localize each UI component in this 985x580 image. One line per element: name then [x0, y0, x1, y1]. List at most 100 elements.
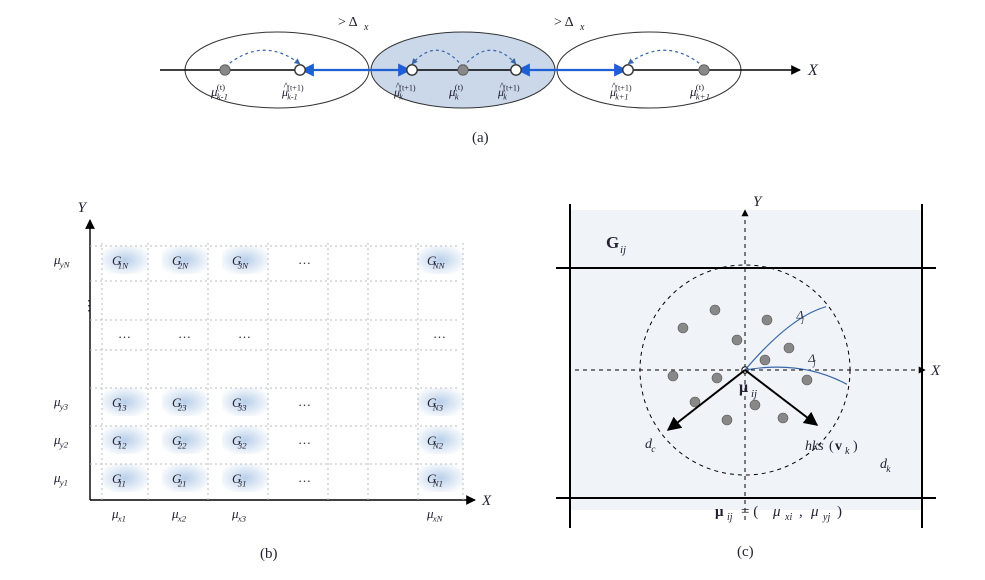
svg-text:y1: y1	[59, 478, 68, 488]
svg-text:3N: 3N	[237, 261, 249, 271]
open-dot-2	[511, 65, 521, 75]
svg-text:22: 22	[178, 441, 187, 451]
svg-text:(t+1): (t+1)	[287, 84, 304, 93]
vdots-y: ⋮	[82, 299, 96, 314]
svg-text:(t+1): (t+1)	[503, 84, 520, 93]
axis-x-label-a: X	[807, 62, 819, 79]
svg-text:k: k	[845, 446, 850, 457]
svg-text:x: x	[579, 22, 585, 33]
svg-text:k+1: k+1	[696, 92, 710, 102]
svg-text:(t): (t)	[455, 82, 463, 92]
svg-text:xi: xi	[784, 512, 792, 523]
ylab-3: μyN	[53, 252, 71, 270]
svg-text:hks: hks	[805, 439, 824, 454]
svg-text:33: 33	[237, 403, 247, 413]
delta-label-c-1: Δj	[807, 351, 816, 367]
svg-text:): )	[853, 439, 858, 454]
svg-text:11: 11	[118, 479, 126, 489]
svg-text:> Δ: > Δ	[338, 15, 358, 30]
svg-text:y2: y2	[59, 440, 69, 450]
svg-text:yN: yN	[59, 260, 71, 270]
svg-text:k: k	[503, 92, 507, 101]
svg-text:x2: x2	[177, 514, 187, 524]
scatter-0	[678, 323, 688, 333]
svg-text:(t+1): (t+1)	[399, 84, 416, 93]
ylab-0: μy1	[53, 470, 68, 488]
svg-text:32: 32	[237, 441, 247, 451]
scatter-11	[712, 373, 722, 383]
svg-text:μ: μ	[772, 504, 781, 520]
dashed-arc-0	[225, 50, 300, 67]
axis-y-label-c: Y	[753, 194, 763, 210]
open-dot-0	[295, 65, 305, 75]
svg-text:N1: N1	[432, 479, 443, 489]
svg-text:2N: 2N	[178, 261, 189, 271]
svg-text:μ: μ	[739, 379, 748, 396]
panel-label-b: (b)	[260, 546, 278, 562]
delta-label-1: > Δ x	[554, 15, 585, 33]
svg-text:xN: xN	[432, 514, 444, 524]
ellipsis-0: …	[298, 470, 311, 485]
scatter-2	[732, 335, 742, 345]
svg-text:ij: ij	[620, 244, 626, 256]
svg-text:(t): (t)	[696, 82, 704, 92]
open-dot-1	[407, 65, 417, 75]
xlab-2: μx3	[231, 506, 247, 524]
panel-label-c: (c)	[737, 544, 754, 560]
ellipsis-6: …	[238, 326, 251, 341]
svg-text:μ: μ	[715, 504, 724, 520]
svg-text:(: (	[829, 439, 834, 454]
svg-text:> Δ: > Δ	[554, 15, 574, 30]
svg-text:13: 13	[118, 403, 127, 413]
muhat-label-3: μ^k+1(t+1)	[609, 80, 632, 101]
dashed-arc-3	[628, 50, 704, 67]
svg-text:yj: yj	[822, 512, 830, 523]
xlab-0: μx1	[111, 506, 126, 524]
mu-label-0: μk-1(t)	[210, 82, 228, 101]
svg-text:x3: x3	[237, 514, 247, 524]
solid-dot-1	[458, 65, 468, 75]
svg-text:y3: y3	[59, 402, 69, 412]
scatter-6	[668, 371, 678, 381]
svg-text:N2: N2	[432, 441, 444, 451]
svg-text:k: k	[399, 92, 403, 101]
ylab-1: μy2	[53, 432, 69, 450]
svg-text:): )	[837, 504, 842, 520]
scatter-4	[784, 343, 794, 353]
svg-text:ij: ij	[751, 388, 757, 400]
svg-text:12: 12	[118, 441, 127, 451]
svg-text:k-1: k-1	[217, 92, 228, 102]
ellipsis-1: …	[298, 432, 311, 447]
svg-text:x: x	[363, 22, 369, 33]
figure-svg: X> Δx> Δxμk-1(t)μk(t)μk+1(t)μ^k-1(t+1)μ^…	[0, 0, 985, 580]
scatter-5	[802, 375, 812, 385]
panel-label-a: (a)	[472, 130, 489, 146]
mu-label-2: μk+1(t)	[689, 82, 710, 101]
open-dot-3	[623, 65, 633, 75]
axis-x-label-c: X	[930, 363, 941, 379]
svg-text:x1: x1	[117, 514, 126, 524]
svg-text:ij: ij	[727, 512, 733, 523]
svg-text:31: 31	[237, 479, 247, 489]
scatter-10	[778, 413, 788, 423]
svg-text:(t): (t)	[217, 82, 225, 92]
svg-text:NN: NN	[432, 261, 446, 271]
svg-text:N3: N3	[432, 403, 444, 413]
svg-text:= (: = (	[741, 504, 758, 520]
ellipsis-4: …	[118, 326, 131, 341]
axis-y-label-b: Y	[78, 200, 88, 216]
ellipsis-5: …	[178, 326, 191, 341]
svg-text:1N: 1N	[118, 261, 129, 271]
svg-text:v: v	[835, 439, 842, 454]
xlab-1: μx2	[171, 506, 187, 524]
scatter-1	[710, 305, 720, 315]
svg-text:21: 21	[178, 479, 187, 489]
delta-label-0: > Δ x	[338, 15, 369, 33]
svg-text:(t+1): (t+1)	[615, 84, 632, 93]
ellipsis-7: …	[433, 326, 446, 341]
scatter-3	[762, 315, 772, 325]
solid-dot-0	[220, 65, 230, 75]
svg-text:k+1: k+1	[615, 92, 628, 101]
svg-text:μ: μ	[810, 504, 819, 520]
solid-dot-2	[699, 65, 709, 75]
